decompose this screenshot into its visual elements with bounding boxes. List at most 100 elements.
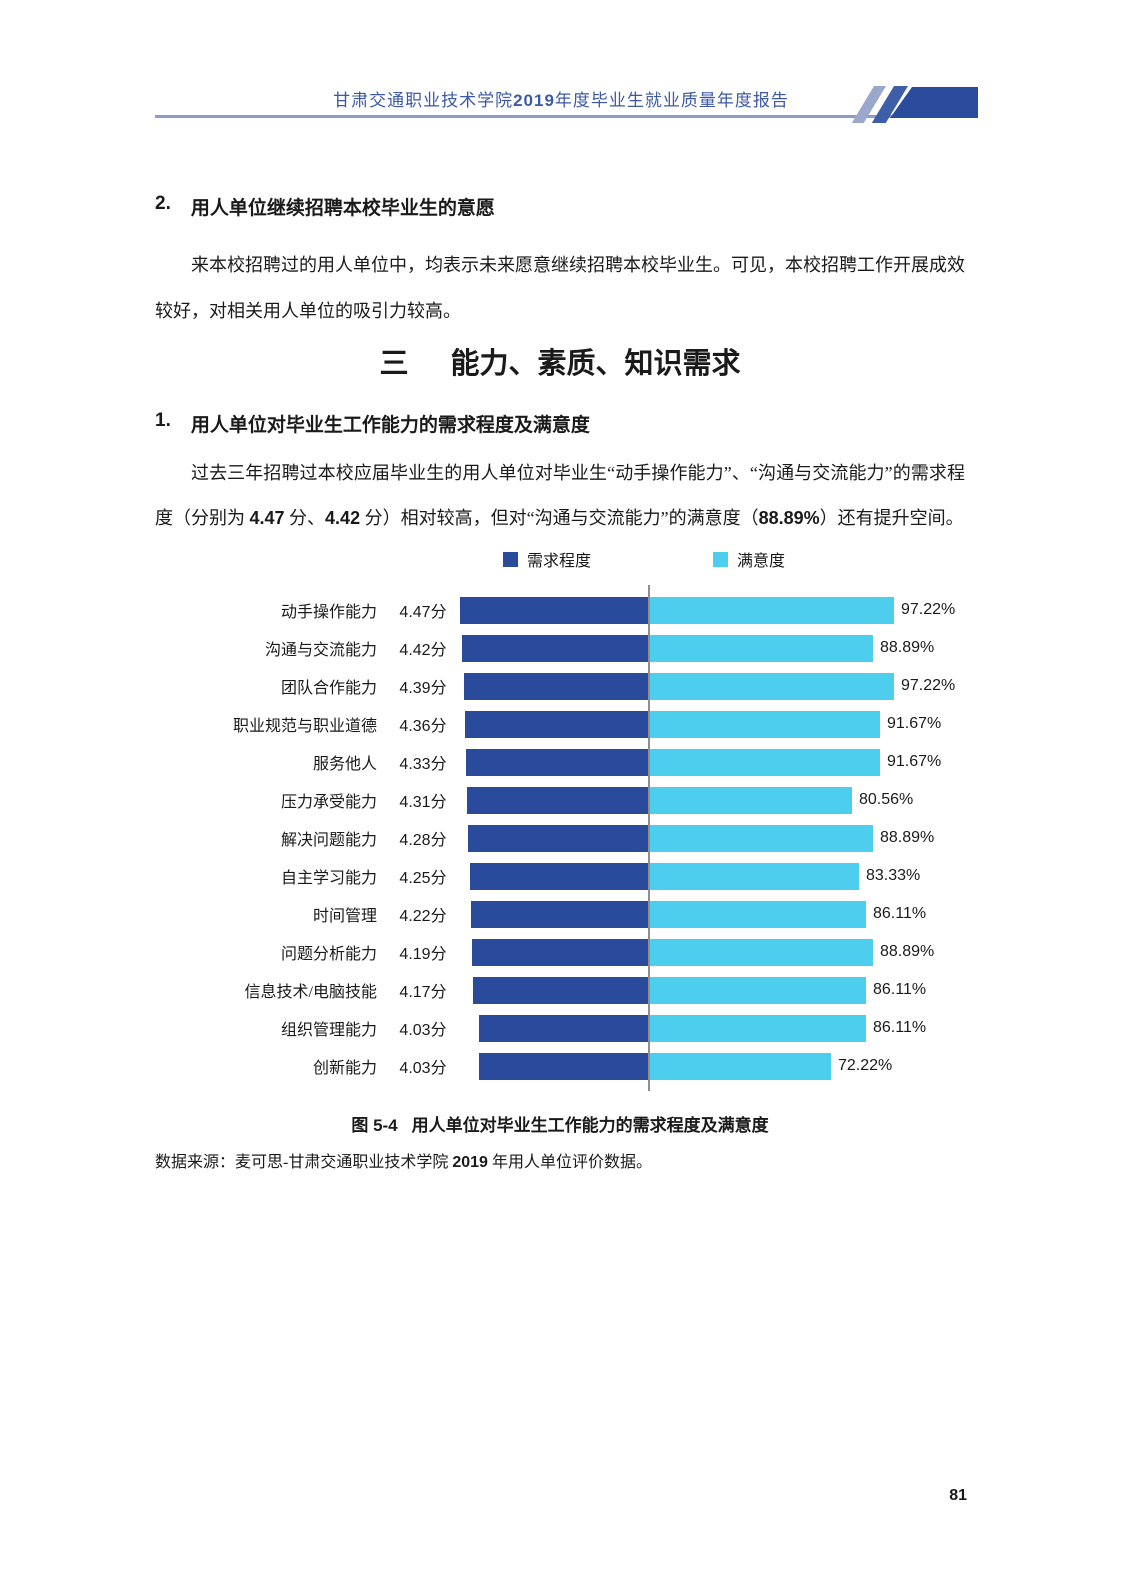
demand-bar xyxy=(479,1014,649,1042)
section3-title: 能力、素质、知识需求 xyxy=(450,348,741,380)
satisfaction-bar xyxy=(649,862,859,890)
satisfaction-bar-zone: 72.22% xyxy=(649,1052,965,1080)
chart-category-label: 服务他人 xyxy=(312,756,377,773)
demand-score-label: 4.19分 xyxy=(399,946,447,963)
chart-category-label: 职业规范与职业道德 xyxy=(232,718,377,735)
section3-1-paragraph: 过去三年招聘过本校应届毕业生的用人单位对毕业生“动手操作能力”、“沟通与交流能力… xyxy=(155,451,965,541)
legend-swatch-demand-icon xyxy=(503,551,518,567)
demand-bar xyxy=(462,634,649,662)
section3-1-number: 1. xyxy=(155,410,171,431)
chart-row: 时间管理 4.22分 86.11% xyxy=(155,895,965,933)
chart-row: 压力承受能力 4.31分 80.56% xyxy=(155,781,965,819)
chart-row: 问题分析能力 4.19分 88.89% xyxy=(155,933,965,971)
satisfaction-bar-zone: 88.89% xyxy=(649,824,965,852)
legend-label-satisfaction: 满意度 xyxy=(737,553,786,570)
satisfaction-bar xyxy=(649,976,866,1004)
chart-category-label: 沟通与交流能力 xyxy=(264,642,377,659)
chart-category-label: 自主学习能力 xyxy=(280,870,377,887)
demand-bar xyxy=(473,976,649,1004)
chart-row: 服务他人 4.33分 91.67% xyxy=(155,743,965,781)
chart-category-label: 信息技术/电脑技能 xyxy=(244,984,377,1001)
section2-heading: 2. 用人单位继续招聘本校毕业生的意愿 xyxy=(155,193,965,220)
chart-row: 动手操作能力 4.47分 97.22% xyxy=(155,591,965,629)
page-number: 81 xyxy=(949,1487,967,1504)
diverging-bar-chart: 动手操作能力 4.47分 97.22% 沟通与交流能力 4.42分 88.89% 团队合作能… xyxy=(155,585,965,1091)
page-header-title: 甘肃交通职业技术学院2019年度毕业生就业质量年度报告 xyxy=(0,0,1122,111)
demand-bar xyxy=(466,748,649,776)
satisfaction-pct-label: 88.89% xyxy=(880,943,935,960)
demand-bar-zone xyxy=(459,824,649,852)
satisfaction-pct-label: 91.67% xyxy=(887,753,942,770)
demand-bar-zone xyxy=(459,862,649,890)
demand-bar-zone xyxy=(459,976,649,1004)
satisfaction-bar-zone: 83.33% xyxy=(649,862,965,890)
demand-score-label: 4.31分 xyxy=(399,794,447,811)
satisfaction-bar-zone: 80.56% xyxy=(649,786,965,814)
chart-category-label: 解决问题能力 xyxy=(280,832,377,849)
satisfaction-bar xyxy=(649,748,880,776)
satisfaction-pct-label: 88.89% xyxy=(880,639,935,656)
demand-bar-zone xyxy=(459,786,649,814)
satisfaction-pct-label: 86.11% xyxy=(873,905,927,922)
satisfaction-bar-zone: 88.89% xyxy=(649,938,965,966)
demand-bar xyxy=(464,672,649,700)
section3-1-title: 用人单位对毕业生工作能力的需求程度及满意度 xyxy=(190,415,590,436)
page-content: 2. 用人单位继续招聘本校毕业生的意愿 来本校招聘过的用人单位中，均表示未来愿意… xyxy=(0,193,1122,1172)
text-segment: 数据来源：麦可思-甘肃交通职业技术学院 xyxy=(155,1154,453,1171)
satisfaction-bar-zone: 91.67% xyxy=(649,710,965,738)
text-segment: 2019 xyxy=(452,1154,488,1171)
legend-label-demand: 需求程度 xyxy=(527,553,592,570)
demand-bar xyxy=(471,900,649,928)
satisfaction-bar xyxy=(649,786,852,814)
satisfaction-bar xyxy=(649,634,873,662)
demand-score-label: 4.36分 xyxy=(399,718,447,735)
satisfaction-bar-zone: 86.11% xyxy=(649,976,965,1004)
chart-category-label: 组织管理能力 xyxy=(280,1022,377,1039)
chart-row: 组织管理能力 4.03分 86.11% xyxy=(155,1009,965,1047)
text-segment: 年度毕业生就业质量年度报告 xyxy=(554,91,789,110)
chart-row: 职业规范与职业道德 4.36分 91.67% xyxy=(155,705,965,743)
chart-category-label: 压力承受能力 xyxy=(280,794,377,811)
chart-axis-divider xyxy=(648,585,650,1091)
satisfaction-pct-label: 86.11% xyxy=(873,1019,927,1036)
text-segment: 年用人单位评价数据。 xyxy=(487,1154,652,1171)
chart-row: 创新能力 4.03分 72.22% xyxy=(155,1047,965,1085)
text-segment: 2019 xyxy=(513,91,555,110)
chart-row: 团队合作能力 4.39分 97.22% xyxy=(155,667,965,705)
demand-score-label: 4.22分 xyxy=(399,908,447,925)
chart-category-label: 团队合作能力 xyxy=(280,680,377,697)
satisfaction-pct-label: 83.33% xyxy=(866,867,921,884)
satisfaction-pct-label: 88.89% xyxy=(880,829,935,846)
satisfaction-pct-label: 72.22% xyxy=(838,1057,893,1074)
satisfaction-pct-label: 91.67% xyxy=(887,715,942,732)
satisfaction-bar xyxy=(649,710,880,738)
satisfaction-pct-label: 97.22% xyxy=(901,601,956,618)
text-segment: 过去三年招聘过本校应届毕业生的用人单位对毕业生“动手操作能力”、“沟通与交流能力… xyxy=(155,463,965,528)
satisfaction-bar xyxy=(649,938,873,966)
text-segment: 4.42 xyxy=(325,508,361,528)
satisfaction-bar xyxy=(649,1052,831,1080)
demand-score-label: 4.25分 xyxy=(399,870,447,887)
section2-paragraph: 来本校招聘过的用人单位中，均表示未来愿意继续招聘本校毕业生。可见，本校招聘工作开… xyxy=(155,255,965,321)
demand-bar-zone xyxy=(459,1052,649,1080)
legend-swatch-satisfaction-icon xyxy=(713,551,729,567)
demand-bar xyxy=(465,710,649,738)
demand-bar xyxy=(472,938,649,966)
satisfaction-bar-zone: 97.22% xyxy=(649,672,965,700)
satisfaction-bar xyxy=(649,1014,866,1042)
chart-category-label: 创新能力 xyxy=(312,1060,377,1077)
demand-bar-zone xyxy=(459,634,649,662)
demand-score-label: 4.17分 xyxy=(399,984,447,1001)
figure-caption: 图 5-4 用人单位对毕业生工作能力的需求程度及满意度 xyxy=(155,1111,965,1136)
demand-score-label: 4.33分 xyxy=(399,756,447,773)
satisfaction-bar-zone: 91.67% xyxy=(649,748,965,776)
chart-row: 解决问题能力 4.28分 88.89% xyxy=(155,819,965,857)
demand-bar-zone xyxy=(459,748,649,776)
chart-row: 信息技术/电脑技能 4.17分 86.11% xyxy=(155,971,965,1009)
chart-category-label: 动手操作能力 xyxy=(280,604,377,621)
demand-score-label: 4.47分 xyxy=(399,604,447,621)
section2-number: 2. xyxy=(155,193,171,214)
demand-bar xyxy=(460,596,649,624)
demand-bar xyxy=(468,824,649,852)
satisfaction-bar-zone: 88.89% xyxy=(649,634,965,662)
